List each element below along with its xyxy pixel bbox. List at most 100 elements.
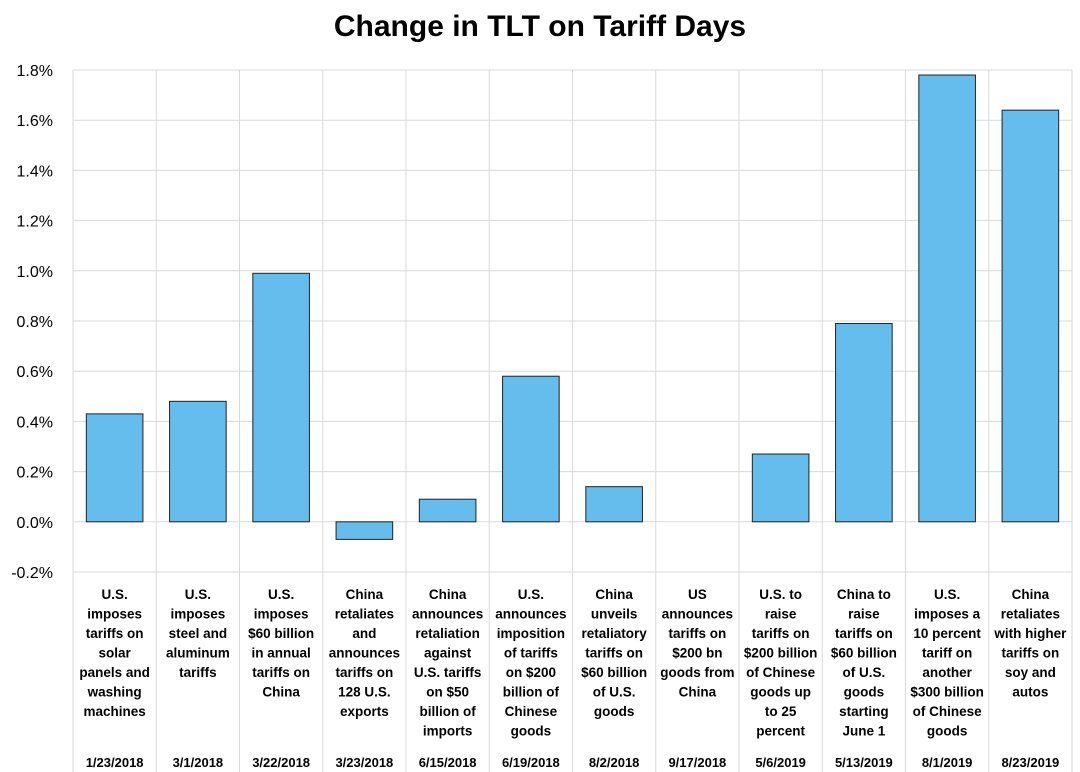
category-date: 3/23/2018 — [335, 755, 393, 770]
bar — [418, 498, 477, 523]
y-axis-tick-labels: 1.8% 1.6% 1.4% 1.2% 1.0% 0.8% 0.6% 0.4% 0.2% 0.0%… — [11, 63, 53, 582]
category-label-line: and — [352, 626, 376, 641]
category-label-line: tariffs on — [835, 626, 893, 641]
category-label-line: 128 U.S. — [338, 685, 391, 700]
category-label-line: goods up — [750, 685, 811, 700]
category-label: US announces tariffs on $200 bn goods from Ch… — [660, 587, 734, 770]
bar — [1001, 109, 1060, 523]
category-label-line: $60 billion — [831, 646, 897, 661]
category-label: U.S. imposes $60 billion in annual tariffs o… — [248, 587, 314, 770]
y-tick-label: 0.6% — [17, 364, 53, 381]
y-tick-label: 1.2% — [17, 214, 53, 231]
category-label-line: U.S. to — [759, 587, 802, 602]
category-label-line: tariffs on — [585, 646, 643, 661]
bar — [252, 272, 310, 523]
category-label-line: goods — [594, 704, 635, 719]
category-label-line: US — [688, 587, 707, 602]
category-label: China announces retaliation against U.S. tar… — [412, 587, 483, 770]
category-label-line: imports — [423, 724, 473, 739]
category-label-line: goods — [511, 724, 552, 739]
y-tick-label: 0.0% — [17, 515, 53, 532]
category-label-line: goods — [844, 685, 885, 700]
category-label: U.S. imposes a 10 percent tariff on another $… — [910, 587, 984, 770]
category-label-line: of U.S. — [593, 685, 636, 700]
category-label-line: tariffs on — [752, 626, 810, 641]
category-label-line: goods — [927, 724, 968, 739]
bar — [835, 323, 893, 523]
category-label-line: tariffs on — [1001, 646, 1059, 661]
category-label-line: of U.S. — [843, 665, 886, 680]
category-label-line: panels and — [79, 665, 150, 680]
category-date: 3/22/2018 — [252, 755, 310, 770]
category-date: 8/2/2018 — [589, 755, 640, 770]
y-tick-label: 0.4% — [17, 414, 53, 431]
category-label-line: autos — [1012, 685, 1048, 700]
category-label-line: $300 billion — [910, 685, 984, 700]
y-tick-label: 0.2% — [17, 465, 53, 482]
category-label-line: tariffs on — [252, 665, 310, 680]
bar — [918, 74, 976, 523]
category-label-line: retaliates — [335, 607, 394, 622]
category-label: China to raise tariffs on $60 billion of U.S… — [831, 587, 897, 770]
bar — [502, 375, 560, 523]
category-label: China retaliates with higher tariffs on soy … — [993, 587, 1067, 770]
category-label-line: China — [429, 587, 467, 602]
category-date: 6/19/2018 — [502, 755, 560, 770]
category-label: U.S. imposes steel and aluminum tariffs 3/1/2… — [166, 587, 230, 770]
category-label-line: steel and — [169, 626, 228, 641]
bar — [751, 453, 810, 523]
category-label-line: raise — [765, 607, 797, 622]
category-label-line: in annual — [251, 646, 310, 661]
category-label-line: China — [595, 587, 633, 602]
category-label-line: retaliatory — [581, 626, 647, 641]
category-date: 6/15/2018 — [419, 755, 477, 770]
y-tick-label: 0.8% — [17, 314, 53, 331]
category-label-line: June 1 — [842, 724, 885, 739]
category-label-line: tariffs — [179, 665, 217, 680]
y-tick-label: -0.2% — [11, 565, 53, 582]
bars — [85, 74, 1060, 540]
category-label-line: soy and — [1005, 665, 1056, 680]
category-label-line: unveils — [591, 607, 638, 622]
category-label-line: 10 percent — [913, 626, 981, 641]
category-date: 1/23/2018 — [86, 755, 144, 770]
category-label-line: U.S. — [518, 587, 544, 602]
category-label-line: solar — [98, 646, 131, 661]
bar — [585, 486, 643, 523]
bar — [169, 400, 227, 523]
category-label-line: imposes — [254, 607, 309, 622]
category-label-line: retaliation — [415, 626, 480, 641]
category-label-line: China — [679, 685, 717, 700]
category-label-line: China — [262, 685, 300, 700]
category-label-line: announces — [329, 646, 400, 661]
y-tick-label: 1.4% — [17, 163, 53, 180]
category-label-line: China to — [837, 587, 891, 602]
category-date: 5/13/2019 — [835, 755, 893, 770]
category-label-line: imposition — [497, 626, 565, 641]
category-label-line: billion of — [503, 685, 560, 700]
category-label-line: tariffs on — [86, 626, 144, 641]
category-date: 8/23/2019 — [1001, 755, 1059, 770]
category-label-line: aluminum — [166, 646, 230, 661]
category-date: 5/6/2019 — [755, 755, 806, 770]
category-labels: U.S. imposes tariffs on solar panels and wash… — [79, 587, 1067, 770]
category-date: 8/1/2019 — [922, 755, 973, 770]
category-label-line: Chinese — [505, 704, 558, 719]
category-label-line: $60 billion — [248, 626, 314, 641]
category-label: U.S. to raise tariffs on $200 billion of Chi… — [744, 587, 818, 770]
category-label-line: retaliates — [1001, 607, 1060, 622]
category-label-line: raise — [848, 607, 880, 622]
category-label-line: of tariffs — [504, 646, 558, 661]
category-label-line: machines — [83, 704, 145, 719]
category-label-line: billion of — [420, 704, 477, 719]
grid-lines — [72, 69, 1073, 772]
category-label-line: U.S. — [268, 587, 294, 602]
category-label-line: announces — [662, 607, 733, 622]
category-label-line: with higher — [993, 626, 1067, 641]
category-label-line: imposes — [87, 607, 142, 622]
category-label-line: percent — [756, 724, 805, 739]
chart-title: Change in TLT on Tariff Days — [334, 10, 746, 43]
category-label-line: U.S. tariffs — [414, 665, 482, 680]
category-label-line: another — [922, 665, 972, 680]
